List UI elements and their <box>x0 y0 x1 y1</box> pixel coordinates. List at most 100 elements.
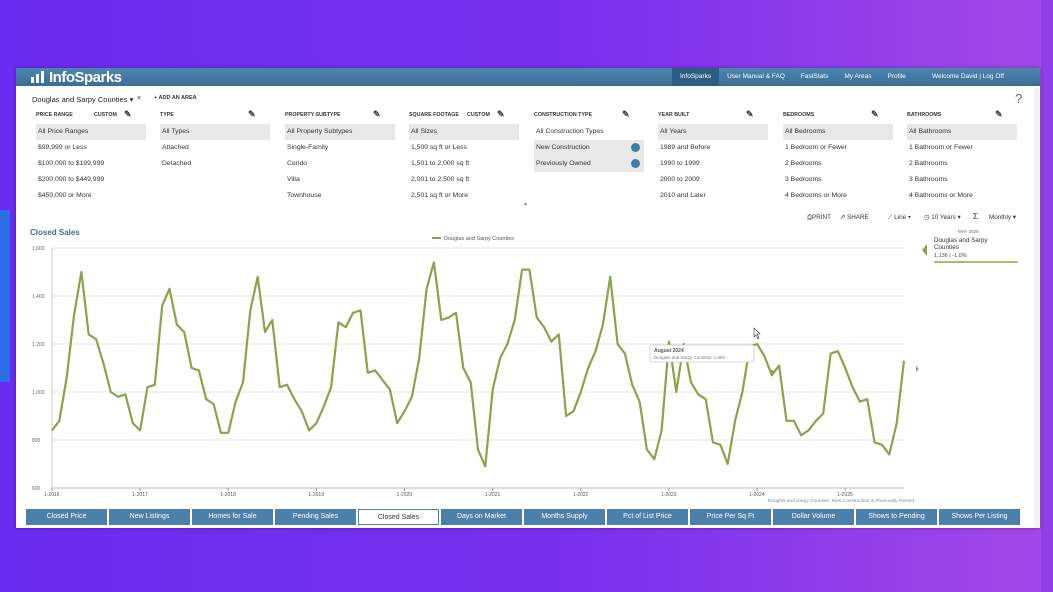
tab-closed-price[interactable]: Closed Price <box>26 509 107 525</box>
filter-option[interactable]: 1,501 to 2,000 sq ft <box>409 156 519 172</box>
x-tick-label: 1-2017 <box>132 492 148 498</box>
filter-option[interactable]: $100,000 to $199,999 <box>36 156 146 172</box>
filter-option[interactable]: Townhouse <box>285 188 395 204</box>
filter-heading-label: TYPE <box>160 112 174 118</box>
tab-price-per-sq-ft[interactable]: Price Per Sq Ft <box>690 509 771 525</box>
share-button[interactable]: ⇗ SHARE <box>840 214 869 221</box>
filter-option-label: 4 Bedrooms or More <box>785 192 847 199</box>
filter-option-label: 2,501 sq ft or More <box>411 192 469 199</box>
filter-option[interactable]: 1989 and Before <box>658 140 768 156</box>
filter-option[interactable]: 2,001 to 2,500 sq ft <box>409 172 519 188</box>
filter-option[interactable]: Single-Family <box>285 140 395 156</box>
nav-profile[interactable]: Profile <box>887 73 906 80</box>
infosparks-logo[interactable]: InfoSparks <box>30 69 122 86</box>
filter-option[interactable]: $200,000 to $449,999 <box>36 172 146 188</box>
filter-option[interactable]: Previously Owned <box>534 156 644 172</box>
tab-shows-to-pending[interactable]: Shows to Pending <box>856 509 937 525</box>
filter-option[interactable]: Condo <box>285 156 395 172</box>
add-area-button[interactable]: + ADD AN AREA <box>154 95 197 101</box>
share-icon: ⇗ <box>840 214 848 221</box>
filter-option[interactable]: 1 Bedroom or Fewer <box>783 140 893 156</box>
interval-label: Monthly <box>989 214 1012 221</box>
filter-option[interactable]: Attached <box>160 140 270 156</box>
tab-closed-sales[interactable]: Closed Sales <box>358 509 439 525</box>
filter-option-label: All Price Ranges <box>38 128 89 135</box>
filter-option[interactable]: 2 Bedrooms <box>783 156 893 172</box>
filter-option[interactable]: 1 Bathroom or Fewer <box>907 140 1017 156</box>
edit-pencil-icon[interactable]: ✎ <box>622 109 630 119</box>
edit-pencil-icon[interactable]: ✎ <box>995 109 1003 119</box>
remove-area-icon[interactable]: × <box>137 95 142 102</box>
filter-option[interactable]: 4 Bathrooms or More <box>907 188 1017 204</box>
scrollbar[interactable] <box>1034 88 1039 528</box>
filter-option-label: $100,000 to $199,999 <box>38 160 105 167</box>
print-button[interactable]: ⎙PRINT <box>807 214 831 222</box>
filter-option-label: All Sizes <box>411 128 438 135</box>
filter-option[interactable]: 2010 and Later <box>658 188 768 204</box>
area-select-dropdown[interactable]: Douglas and Sarpy Counties ▾ <box>32 95 133 104</box>
filter-heading-label: SQUARE FOOTAGE <box>409 112 459 118</box>
tab-dollar-volume[interactable]: Dollar Volume <box>773 509 854 525</box>
filter-option[interactable]: All Bathrooms <box>907 124 1017 140</box>
filter-option[interactable]: Detached <box>160 156 270 172</box>
nav-infosparks[interactable]: InfoSparks <box>672 68 720 86</box>
filter-option-label: 2010 and Later <box>660 192 706 199</box>
filter-option[interactable]: $99,999 or Less <box>36 140 146 156</box>
series-line[interactable] <box>51 261 906 468</box>
time-range-dropdown[interactable]: ◷ 10 Years ▾ <box>924 214 961 221</box>
nav-my-areas[interactable]: My Areas <box>844 73 872 80</box>
tab-homes-for-sale[interactable]: Homes for Sale <box>192 509 273 525</box>
edit-pencil-icon[interactable]: ✎ <box>248 109 256 119</box>
filter-option[interactable]: 3 Bathrooms <box>907 172 1017 188</box>
filter-option-label: All Types <box>162 128 190 135</box>
filter-option[interactable]: New Construction <box>534 140 644 156</box>
filter-option[interactable]: 2000 to 2009 <box>658 172 768 188</box>
filter-option[interactable]: Villa <box>285 172 395 188</box>
filter-option[interactable]: All Price Ranges <box>36 124 146 140</box>
filter-option[interactable]: All Years <box>658 124 768 140</box>
filter-option[interactable]: 1,500 sq ft or Less <box>409 140 519 156</box>
filter-heading-label: YEAR BUILT <box>658 112 690 118</box>
tab-months-supply[interactable]: Months Supply <box>524 509 605 525</box>
tab-pending-sales[interactable]: Pending Sales <box>275 509 356 525</box>
collapse-filters-handle[interactable]: ▴ <box>524 201 528 207</box>
filter-option[interactable]: 3 Bedrooms <box>783 172 893 188</box>
interval-dropdown[interactable]: Monthly ▾ <box>989 214 1016 221</box>
edit-pencil-icon[interactable]: ✎ <box>373 109 381 119</box>
share-label: SHARE <box>847 214 869 221</box>
filter-option-label: $99,999 or Less <box>38 144 87 151</box>
help-icon[interactable]: ? <box>1015 91 1023 106</box>
filter-column-square-footage: SQUARE FOOTAGE CUSTOM ✎ All Sizes 1,500 sq f… <box>409 109 519 204</box>
filter-option[interactable]: 2,501 sq ft or More <box>409 188 519 204</box>
chart-type-dropdown[interactable]: ⟋ Line ▾ <box>888 214 911 221</box>
edit-pencil-icon[interactable]: ✎ <box>871 109 879 119</box>
filter-heading: BATHROOMS ✎ <box>907 109 1017 124</box>
edit-pencil-icon[interactable]: ✎ <box>746 109 754 119</box>
x-tick-label: 1-2022 <box>573 492 589 498</box>
chart-next-arrow-icon[interactable] <box>916 366 919 372</box>
filter-option[interactable]: All Bedrooms <box>783 124 893 140</box>
tab-shows-per-listing[interactable]: Shows Per Listing <box>939 509 1020 525</box>
clock-icon: ◷ <box>924 214 932 221</box>
filter-option[interactable]: All Property Subtypes <box>285 124 395 140</box>
tab-days-on-market[interactable]: Days on Market <box>441 509 522 525</box>
tab-pct-of-list-price[interactable]: Pct of List Price <box>607 509 688 525</box>
tab-new-listings[interactable]: New Listings <box>109 509 190 525</box>
nav-faststats[interactable]: FastStats <box>800 73 829 80</box>
custom-range-link[interactable]: CUSTOM <box>94 112 117 118</box>
custom-range-link[interactable]: CUSTOM <box>467 112 490 118</box>
filter-option[interactable]: 2 Bathrooms <box>907 156 1017 172</box>
filter-option[interactable]: $450,000 or More <box>36 188 146 204</box>
filter-option[interactable]: All Types <box>160 124 270 140</box>
nav-user-manual[interactable]: User Manual & FAQ <box>727 73 785 80</box>
edit-pencil-icon[interactable]: ✎ <box>124 109 132 119</box>
filter-option[interactable]: All Construction Types <box>534 124 644 140</box>
filter-option[interactable]: All Sizes <box>409 124 519 140</box>
welcome-logoff[interactable]: Welcome David | Log Off <box>932 73 1004 80</box>
edit-pencil-icon[interactable]: ✎ <box>497 109 505 119</box>
filter-option[interactable]: 4 Bedrooms or More <box>783 188 893 204</box>
sigma-button[interactable]: Σ <box>973 212 978 221</box>
filter-option-label: All Construction Types <box>536 128 604 135</box>
filter-option[interactable]: 1990 to 1999 <box>658 156 768 172</box>
